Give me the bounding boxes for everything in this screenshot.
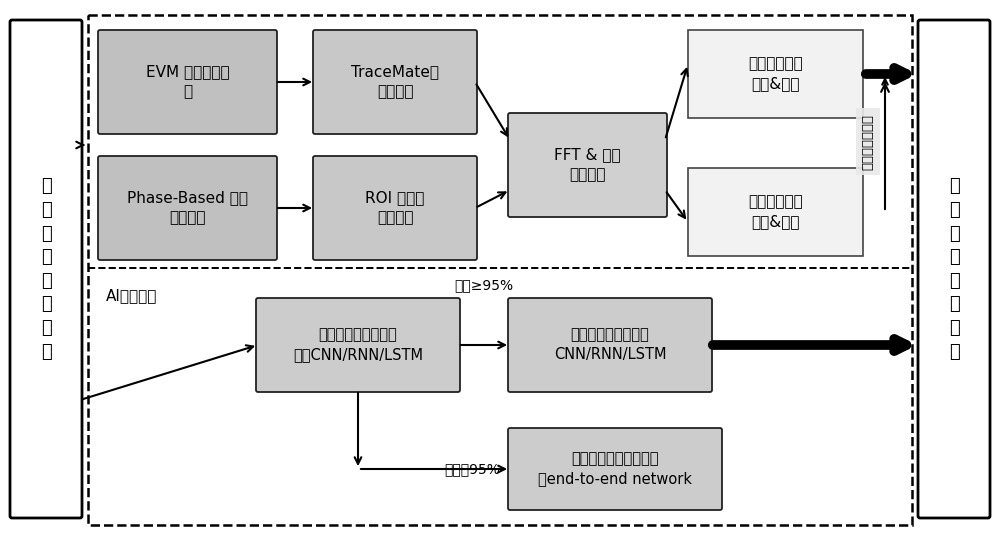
Text: 脉搏搏动对应
频率&振幅: 脉搏搏动对应 频率&振幅 [748, 56, 803, 91]
Text: 输入脉搏相关数字信
号至CNN/RNN/LSTM: 输入脉搏相关数字信 号至CNN/RNN/LSTM [293, 328, 423, 363]
FancyBboxPatch shape [313, 156, 477, 260]
FancyBboxPatch shape [98, 156, 277, 260]
Bar [688, 30, 863, 118]
Text: 输
入
静
态
脉
搏
视
频: 输 入 静 态 脉 搏 视 频 [41, 178, 51, 360]
FancyBboxPatch shape [256, 298, 460, 392]
FancyBboxPatch shape [508, 298, 712, 392]
FancyBboxPatch shape [313, 30, 477, 134]
Text: 精度≥95%: 精度≥95% [454, 278, 514, 292]
Text: 脉搏血流对应
频率&振幅: 脉搏血流对应 频率&振幅 [748, 195, 803, 229]
Text: AI神经网络: AI神经网络 [106, 288, 157, 303]
Text: 输入脉搏静态视频至
CNN/RNN/LSTM: 输入脉搏静态视频至 CNN/RNN/LSTM [554, 328, 666, 363]
Text: 输入脉搏相关数字信号
至end-to-end network: 输入脉搏相关数字信号 至end-to-end network [538, 451, 692, 486]
FancyBboxPatch shape [918, 20, 990, 518]
Text: 输
出
脉
搏
对
应
证
候: 输 出 脉 搏 对 应 证 候 [949, 178, 959, 360]
FancyBboxPatch shape [10, 20, 82, 518]
Text: TraceMate轨
迹追踪器: TraceMate轨 迹追踪器 [351, 65, 439, 100]
Text: Phase-Based 放大
脉搏血流: Phase-Based 放大 脉搏血流 [127, 190, 248, 225]
Text: 精度＜95%: 精度＜95% [444, 462, 500, 476]
FancyBboxPatch shape [508, 428, 722, 510]
Text: FFT & 高斯
滤波分析: FFT & 高斯 滤波分析 [554, 147, 621, 182]
Text: 自适应校准更新: 自适应校准更新 [862, 114, 874, 169]
Bar [688, 168, 863, 256]
Text: ROI 强度变
化分析器: ROI 强度变 化分析器 [365, 190, 425, 225]
Text: EVM 放大脉搏搏
动: EVM 放大脉搏搏 动 [146, 65, 229, 100]
FancyBboxPatch shape [508, 113, 667, 217]
FancyBboxPatch shape [98, 30, 277, 134]
Bar [88, 15, 912, 525]
